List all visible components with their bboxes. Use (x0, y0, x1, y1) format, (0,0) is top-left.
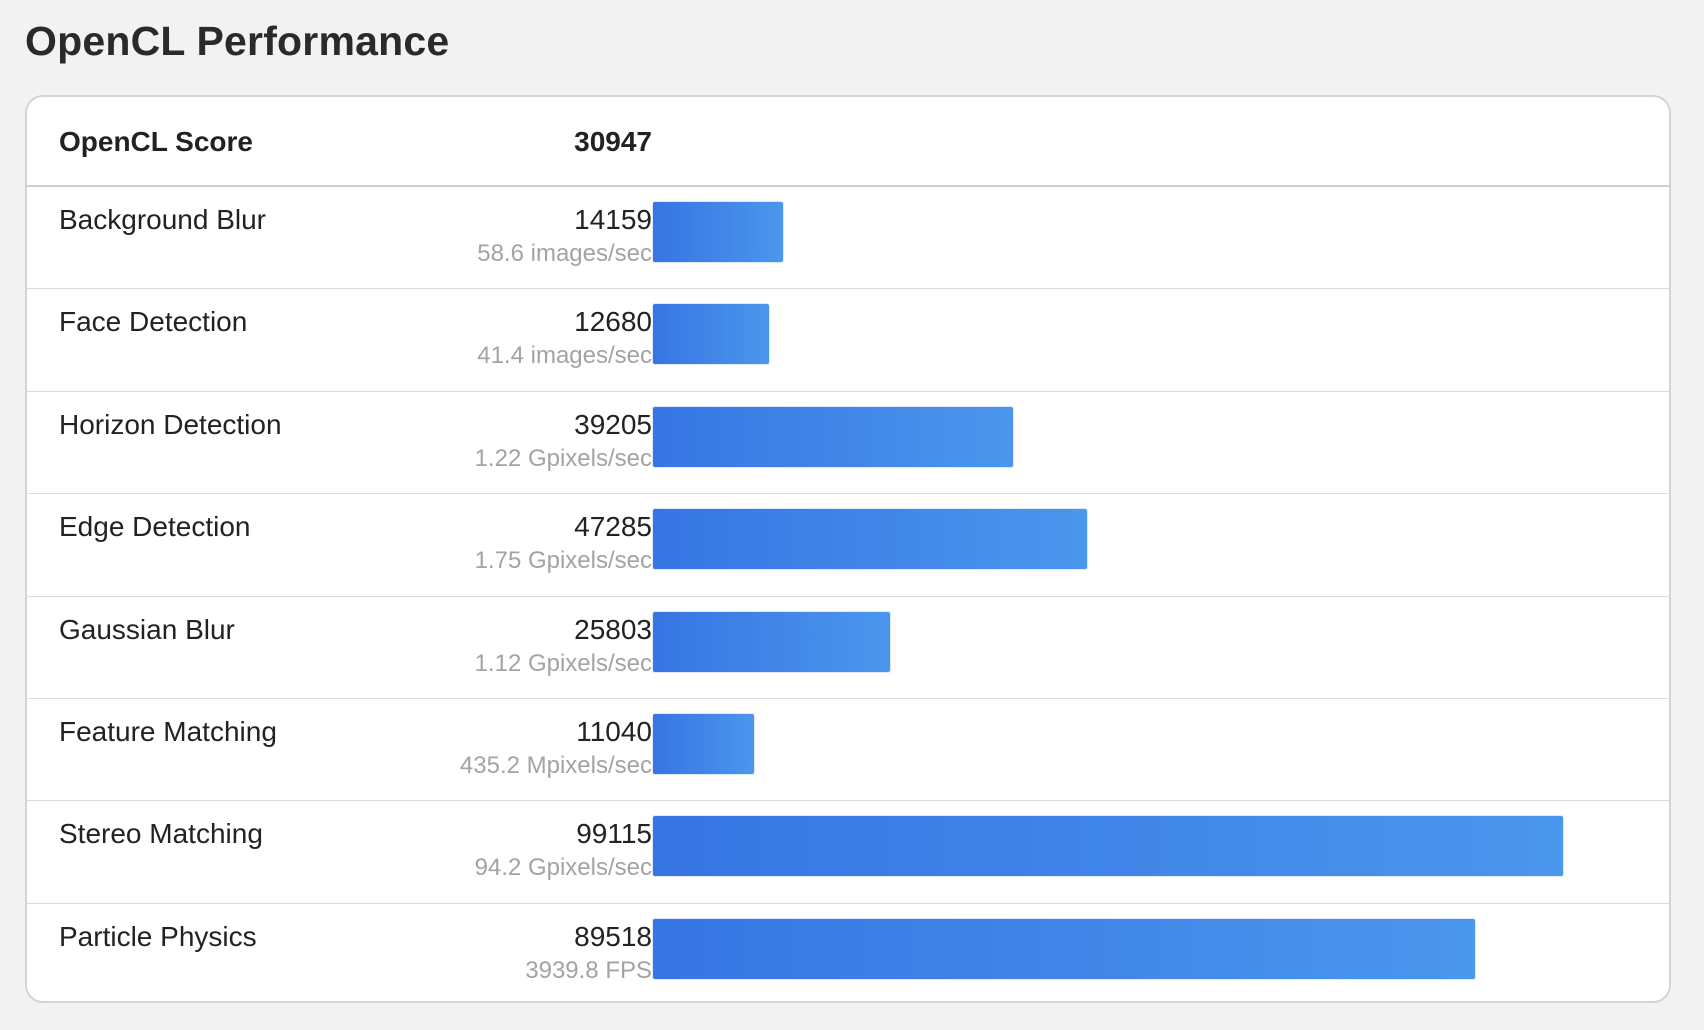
score-bar (653, 509, 1088, 570)
page-title: OpenCL Performance (25, 18, 450, 64)
benchmark-row: Edge Detection 47285 1.75 Gpixels/sec (27, 494, 1669, 597)
benchmark-rows: Background Blur 14159 58.6 images/sec Face … (27, 187, 1669, 1001)
benchmark-name: Gaussian Blur (59, 613, 235, 645)
benchmark-rate: 1.75 Gpixels/sec (474, 547, 652, 575)
benchmark-score: 89518 (574, 920, 652, 952)
benchmark-score: 39205 (574, 408, 652, 440)
bar-track (653, 713, 1643, 774)
benchmark-row: Gaussian Blur 25803 1.12 Gpixels/sec (27, 597, 1669, 699)
benchmark-name: Edge Detection (59, 511, 251, 543)
benchmark-rate: 1.12 Gpixels/sec (474, 649, 652, 677)
score-value: 30947 (574, 126, 652, 157)
benchmark-rate: 41.4 images/sec (477, 342, 652, 370)
bar-track (653, 611, 1643, 672)
bar-track (653, 202, 1643, 262)
benchmark-row: Face Detection 12680 41.4 images/sec (27, 289, 1669, 392)
benchmark-row: Feature Matching 11040 435.2 Mpixels/sec (27, 699, 1669, 802)
benchmark-rate: 1.22 Gpixels/sec (474, 444, 652, 472)
score-bar (653, 406, 1013, 467)
bar-track (653, 918, 1643, 979)
benchmark-row: Horizon Detection 39205 1.22 Gpixels/sec (27, 392, 1669, 495)
bar-track (653, 509, 1643, 570)
benchmark-rate: 94.2 Gpixels/sec (474, 854, 652, 882)
benchmark-score: 11040 (576, 715, 652, 747)
score-bar (653, 918, 1475, 979)
benchmark-name: Horizon Detection (59, 408, 282, 440)
score-bar (653, 816, 1563, 877)
benchmark-score: 99115 (576, 818, 652, 850)
score-bar (653, 713, 755, 774)
benchmark-row: Stereo Matching 99115 94.2 Gpixels/sec (27, 801, 1669, 904)
benchmark-name: Face Detection (59, 306, 248, 338)
score-bar (653, 304, 770, 365)
score-bar (653, 202, 783, 262)
bar-track (653, 816, 1643, 877)
benchmark-score: 14159 (574, 204, 652, 235)
score-bar (653, 611, 890, 672)
benchmark-score: 47285 (574, 511, 652, 543)
benchmark-row: Particle Physics 89518 3939.8 FPS (27, 904, 1669, 1001)
bar-track (653, 406, 1643, 467)
benchmark-name: Background Blur (59, 204, 267, 235)
score-label: OpenCL Score (59, 126, 253, 157)
benchmark-score: 25803 (574, 613, 652, 645)
benchmark-rate: 58.6 images/sec (477, 240, 652, 267)
benchmark-score: 12680 (574, 306, 652, 338)
results-card: OpenCL Score 30947 Background Blur 14159 5… (25, 95, 1671, 1003)
bar-track (653, 304, 1643, 365)
benchmark-name: Feature Matching (59, 715, 277, 747)
benchmark-row: Background Blur 14159 58.6 images/sec (27, 187, 1669, 290)
score-row: OpenCL Score 30947 (27, 97, 1669, 187)
benchmark-name: Stereo Matching (59, 818, 263, 850)
benchmark-rate: 435.2 Mpixels/sec (459, 751, 652, 779)
benchmark-rate: 3939.8 FPS (525, 956, 652, 984)
benchmark-name: Particle Physics (59, 920, 257, 952)
